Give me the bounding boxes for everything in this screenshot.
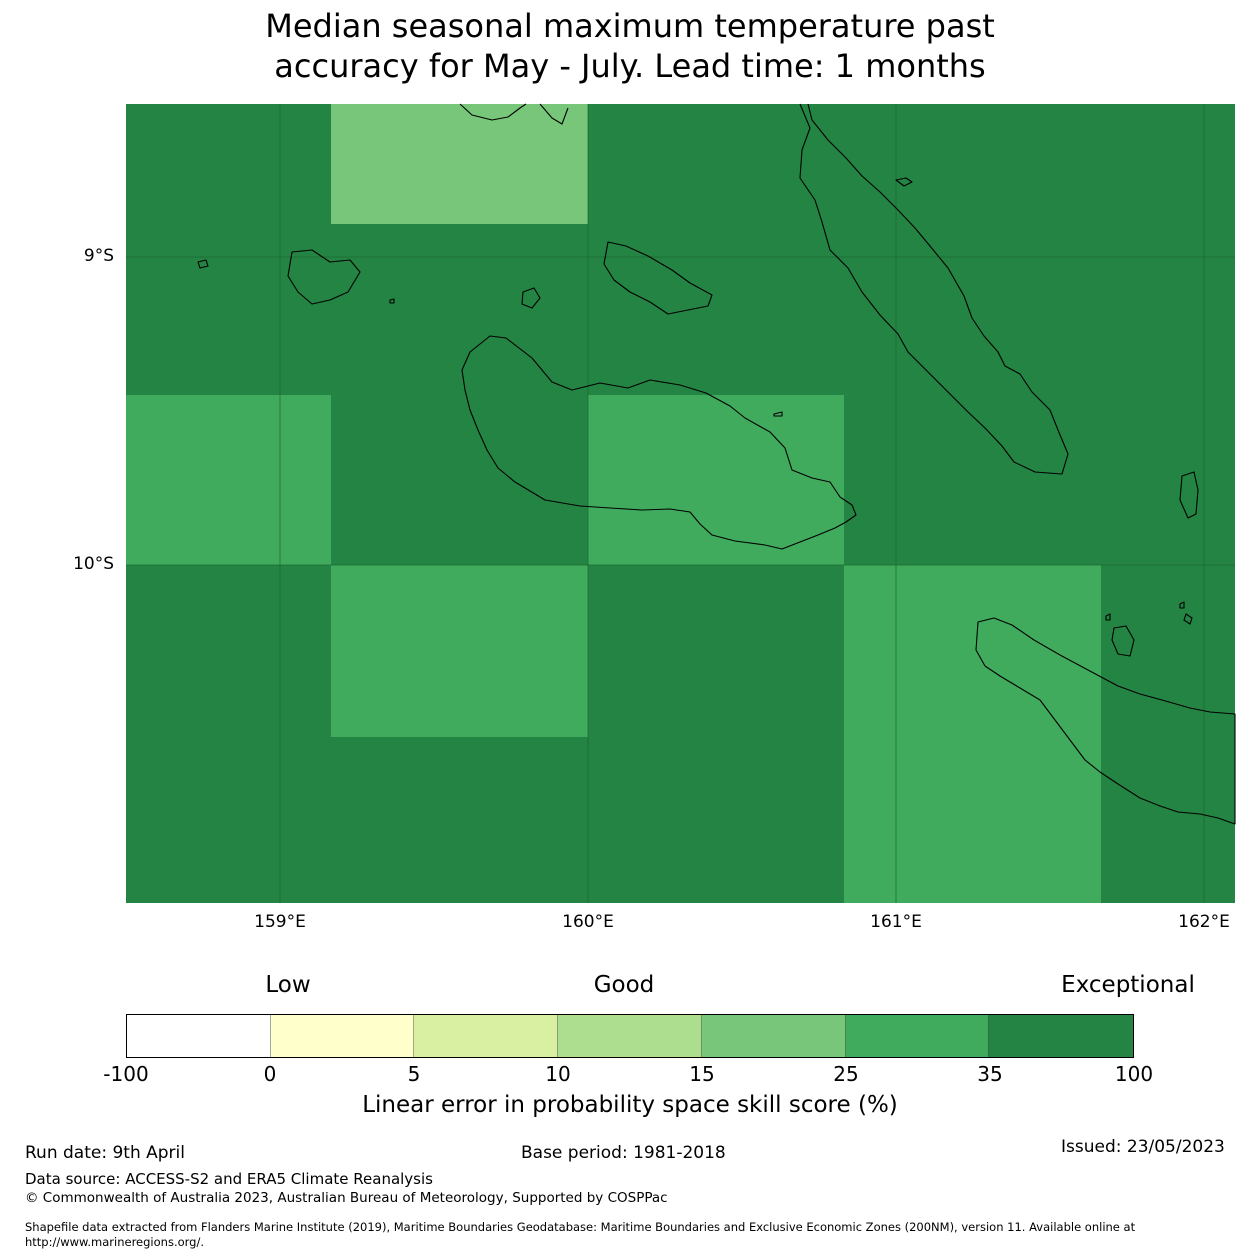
- colorbar-word-low: Low: [265, 972, 311, 998]
- grid-cell: [126, 224, 331, 395]
- grid-cell: [1101, 104, 1235, 224]
- coastline-islet-tiny-2: [1179, 601, 1185, 609]
- coastlines: [197, 103, 1236, 825]
- grid-cell: [588, 104, 844, 224]
- lat-tick-10s: 10°S: [73, 554, 114, 574]
- colorbar-tick-6: 25: [833, 1062, 859, 1086]
- grid-cell: [126, 737, 331, 903]
- title-line-2: accuracy for May - July. Lead time: 1 mo…: [274, 47, 986, 85]
- colorbar-tick-7: 35: [977, 1062, 1003, 1086]
- lon-tick-159e: 159°E: [254, 912, 306, 932]
- colorbar-segment-2: [270, 1015, 415, 1057]
- grid-cell: [844, 224, 1101, 395]
- coastline-islet-tiny-5: [895, 177, 913, 187]
- grid-cell: [588, 565, 844, 737]
- grid-cell: [588, 737, 844, 903]
- grid-cell: [331, 395, 588, 565]
- grid-cell: [1101, 737, 1235, 903]
- colorbar-segment-5: [701, 1015, 846, 1057]
- chart-title: Median seasonal maximum temperature past…: [0, 6, 1260, 86]
- colorbar-segment-3: [414, 1015, 559, 1057]
- issued-date: Issued: 23/05/2023: [1061, 1137, 1225, 1157]
- colorbar-tick-8: 100: [1114, 1062, 1154, 1086]
- grid-cell: [1101, 395, 1235, 565]
- grid-cell: [588, 224, 844, 395]
- coastline-north-islet-2: [539, 103, 569, 125]
- colorbar-tick-5: 15: [689, 1062, 715, 1086]
- coastline-makira: [975, 617, 1236, 825]
- coastline-islet-east: [1179, 471, 1199, 519]
- grid-cell: [588, 395, 844, 565]
- colorbar-tick-3: 5: [407, 1062, 421, 1086]
- coastline-islet-west: [197, 259, 209, 269]
- grid-cell: [1101, 565, 1235, 737]
- colorbar-word-exceptional: Exceptional: [1061, 972, 1195, 998]
- grid-cell: [331, 737, 588, 903]
- coastline-north-islet: [459, 103, 527, 121]
- coastline-guadalcanal: [461, 335, 857, 550]
- colorbar-tick-1: -100: [103, 1062, 149, 1086]
- grid-cell: [331, 565, 588, 737]
- shapefile-credit-line-2: http://www.marineregions.org/.: [25, 1235, 204, 1249]
- colorbar-tick-2: 0: [263, 1062, 277, 1086]
- colorbar-segment-1: [127, 1015, 271, 1057]
- colorbar-segment-4: [558, 1015, 702, 1057]
- data-source: Data source: ACCESS-S2 and ERA5 Climate …: [25, 1170, 433, 1188]
- grid-cells: [126, 104, 1235, 903]
- run-date: Run date: 9th April: [25, 1143, 185, 1163]
- coastline-russell-islands: [287, 249, 361, 305]
- grid-cell: [126, 565, 331, 737]
- coastline-florida-islands: [603, 241, 713, 315]
- grid-cell: [331, 224, 588, 395]
- title-line-1: Median seasonal maximum temperature past: [265, 7, 995, 45]
- lat-tick-9s: 9°S: [83, 246, 114, 266]
- grid-cell: [1101, 224, 1235, 395]
- coastline-islet-ugi: [1111, 625, 1135, 657]
- colorbar-segment-7: [989, 1015, 1133, 1057]
- graticule: [126, 104, 1235, 903]
- copyright: © Commonwealth of Australia 2023, Austra…: [25, 1190, 668, 1206]
- colorbar-tick-4: 10: [545, 1062, 571, 1086]
- coastline-islet-east-2: [1183, 613, 1193, 625]
- colorbar: [126, 1014, 1134, 1058]
- grid-cell: [844, 104, 1101, 224]
- grid-cell: [331, 104, 588, 224]
- coastline-malaita: [799, 103, 1069, 475]
- coastline-islet-tiny-3: [1105, 613, 1111, 621]
- grid-cell: [126, 395, 331, 565]
- grid-cell: [844, 737, 1101, 903]
- colorbar-word-good: Good: [593, 972, 655, 998]
- coastline-savo: [521, 287, 541, 309]
- skill-map: [126, 103, 1236, 903]
- coastline-islet-tiny-4: [389, 298, 395, 304]
- lon-tick-161e: 161°E: [870, 912, 922, 932]
- grid-cell: [844, 395, 1101, 565]
- lon-tick-160e: 160°E: [562, 912, 614, 932]
- lon-tick-162e: 162°E: [1178, 912, 1230, 932]
- shapefile-credit-line-1: Shapefile data extracted from Flanders M…: [25, 1220, 1136, 1234]
- colorbar-label: Linear error in probability space skill …: [362, 1092, 898, 1118]
- grid-cell: [844, 565, 1101, 737]
- colorbar-segment-6: [845, 1015, 990, 1057]
- base-period: Base period: 1981-2018: [521, 1143, 726, 1163]
- coastline-islet-tiny: [773, 411, 783, 417]
- grid-cell: [126, 104, 331, 224]
